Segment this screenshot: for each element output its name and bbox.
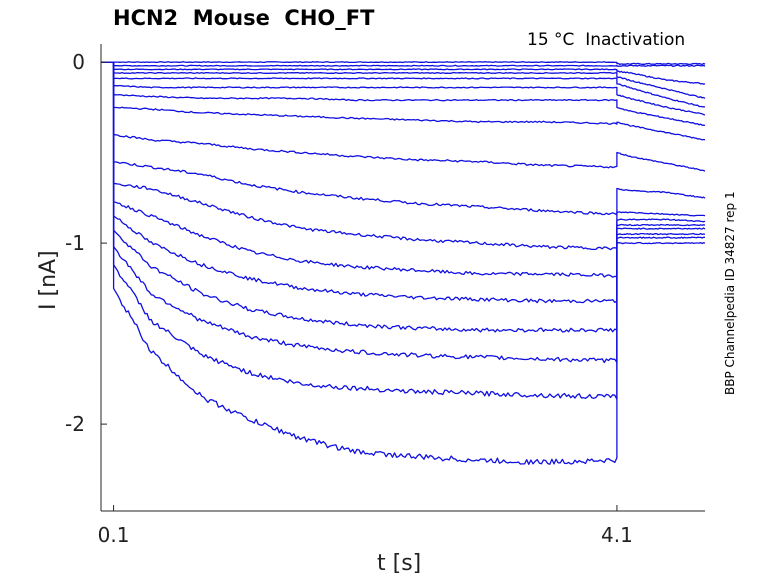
- x-tick-label: 4.1: [601, 523, 633, 547]
- y-axis-label: I [nA]: [36, 250, 61, 310]
- current-trace-13: [101, 61, 706, 304]
- current-trace-14: [101, 61, 706, 333]
- y-tick-label: -1: [65, 231, 85, 255]
- channelpedia-id-note: BBP Channelpedia ID 34827 rep 1: [723, 191, 737, 395]
- chart-title: HCN2 Mouse CHO_FT: [113, 6, 375, 30]
- current-trace-10: [101, 61, 706, 216]
- current-trace-16: [101, 61, 705, 400]
- current-trace-3: [101, 61, 706, 85]
- current-trace-8: [101, 61, 706, 141]
- current-trace-4: [101, 61, 706, 99]
- y-tick-label: 0: [72, 50, 85, 74]
- x-tick-label: 0.1: [98, 523, 130, 547]
- ticks: 0 -1 -2 0.1 4.1: [65, 50, 633, 547]
- current-trace-11: [101, 61, 706, 251]
- current-trace-5: [101, 61, 706, 108]
- current-trace-17: [101, 61, 706, 465]
- current-trace-15: [101, 61, 706, 364]
- current-trace-6: [101, 61, 706, 116]
- current-trace-7: [101, 61, 706, 127]
- x-axis-label: t [s]: [377, 551, 422, 576]
- y-tick-label: -2: [65, 412, 85, 436]
- chart-subtitle: 15 °C Inactivation: [527, 30, 686, 50]
- current-trace-9: [101, 61, 706, 172]
- axes: [100, 44, 705, 512]
- current-trace-12: [101, 61, 706, 278]
- current-traces: [101, 61, 706, 465]
- current-trace-2: [101, 61, 706, 67]
- current-trace-1: [101, 61, 706, 66]
